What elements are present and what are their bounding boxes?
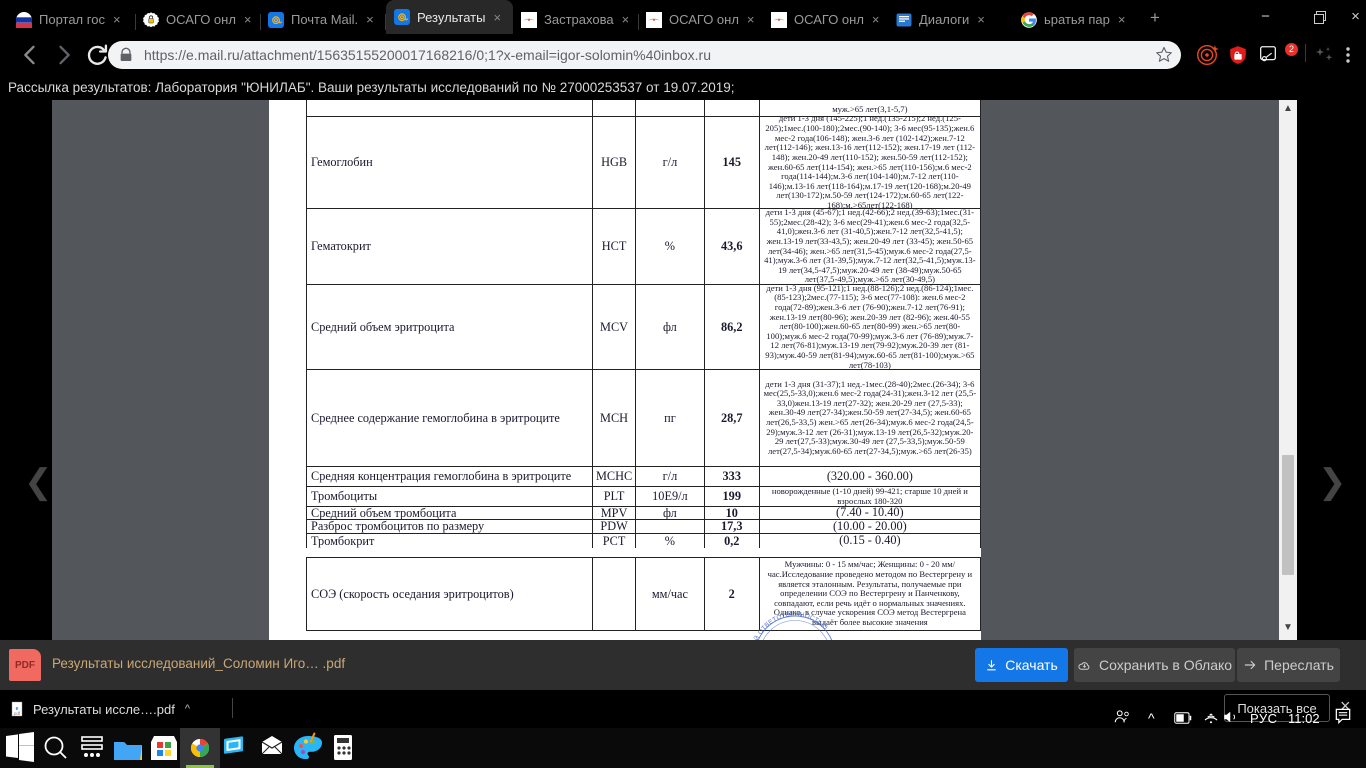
svg-text:ОЙ ОТВЕТСТВЕННОСТЬЮ: ОЙ ОТВЕТСТВЕННОСТЬЮ (751, 611, 829, 640)
svg-text:pdf: pdf (14, 711, 21, 716)
